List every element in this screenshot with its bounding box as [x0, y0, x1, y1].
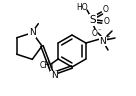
Text: O: O — [103, 5, 109, 14]
Text: N: N — [100, 36, 106, 46]
Text: +: + — [104, 34, 110, 40]
Text: N: N — [29, 28, 36, 37]
Text: S: S — [90, 15, 96, 25]
Text: ⁻: ⁻ — [97, 28, 101, 34]
Text: N: N — [51, 72, 57, 81]
Text: CH₃: CH₃ — [40, 62, 54, 70]
Text: O: O — [92, 29, 98, 38]
Text: O: O — [104, 17, 110, 26]
Text: HO: HO — [76, 2, 88, 12]
